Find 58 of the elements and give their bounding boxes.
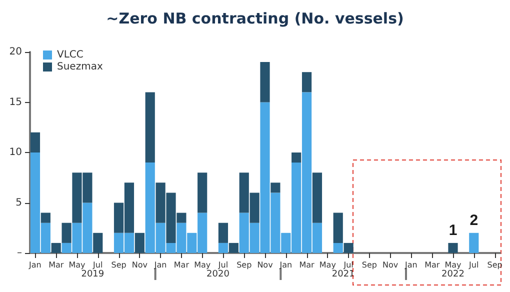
bar (198, 172, 208, 213)
x-tick-label: Sep (362, 260, 377, 270)
bar (333, 242, 343, 253)
bar (134, 232, 144, 253)
bar (30, 132, 40, 152)
text: 2022 (442, 270, 464, 280)
x-tick-label: Jan (153, 260, 167, 270)
bar (51, 242, 61, 253)
text: 2020 (206, 270, 230, 280)
bar (270, 182, 280, 193)
data-label: 2 (470, 212, 478, 229)
bar (312, 172, 322, 223)
chart-title: ~Zero NB contracting (No. vessels) (106, 10, 404, 28)
x-tick-label: May (194, 260, 211, 270)
legend-label: VLCC (57, 50, 84, 60)
x-tick-label: Jul (468, 260, 479, 270)
bar (218, 222, 228, 243)
x-tick-label: Jul (342, 260, 354, 270)
x-tick-label: Sep (236, 260, 252, 270)
y-tick-label: 10 (9, 147, 22, 158)
x-tick-label: Mar (174, 260, 190, 270)
bar (228, 242, 238, 253)
x-tick-label: Mar (48, 260, 64, 270)
bar (145, 92, 155, 163)
x-tick-label: May (444, 260, 462, 270)
x-tick-label: May (319, 260, 336, 270)
y-tick-label: 5 (16, 197, 22, 208)
x-tick-label: Nov (132, 260, 148, 270)
x-tick-label: Nov (257, 260, 274, 270)
x-tick-label: Mar (424, 260, 440, 270)
bar (40, 212, 50, 223)
y-tick-label: – (17, 248, 22, 258)
legend-label: Suezmax (57, 62, 103, 72)
bar (448, 242, 458, 253)
x-tick-label: Jul (217, 260, 228, 270)
bar (218, 242, 228, 253)
text: 2021 (332, 270, 355, 280)
y-tick-label: 20 (9, 46, 22, 58)
x-tick-label: Jan (28, 260, 42, 270)
bar (333, 212, 343, 243)
bar (302, 72, 312, 92)
x-tick-label: May (68, 260, 86, 270)
x-tick-label: Jan (278, 260, 292, 270)
x-tick-label: Jan (404, 260, 418, 270)
y-tick-label: 15 (9, 96, 22, 108)
x-tick-label: Mar (299, 260, 316, 270)
bar (344, 242, 354, 253)
x-tick-label: Sep (111, 260, 126, 270)
bar (260, 62, 270, 102)
data-label: 1 (448, 222, 458, 239)
bar (469, 232, 479, 253)
bar (62, 222, 72, 243)
x-tick-label: Sep (487, 260, 502, 270)
x-tick-label: Jul (92, 260, 103, 270)
bar (93, 232, 103, 253)
x-tick-label: Nov (382, 260, 398, 270)
text: 2019 (81, 270, 104, 280)
bar (292, 152, 302, 163)
